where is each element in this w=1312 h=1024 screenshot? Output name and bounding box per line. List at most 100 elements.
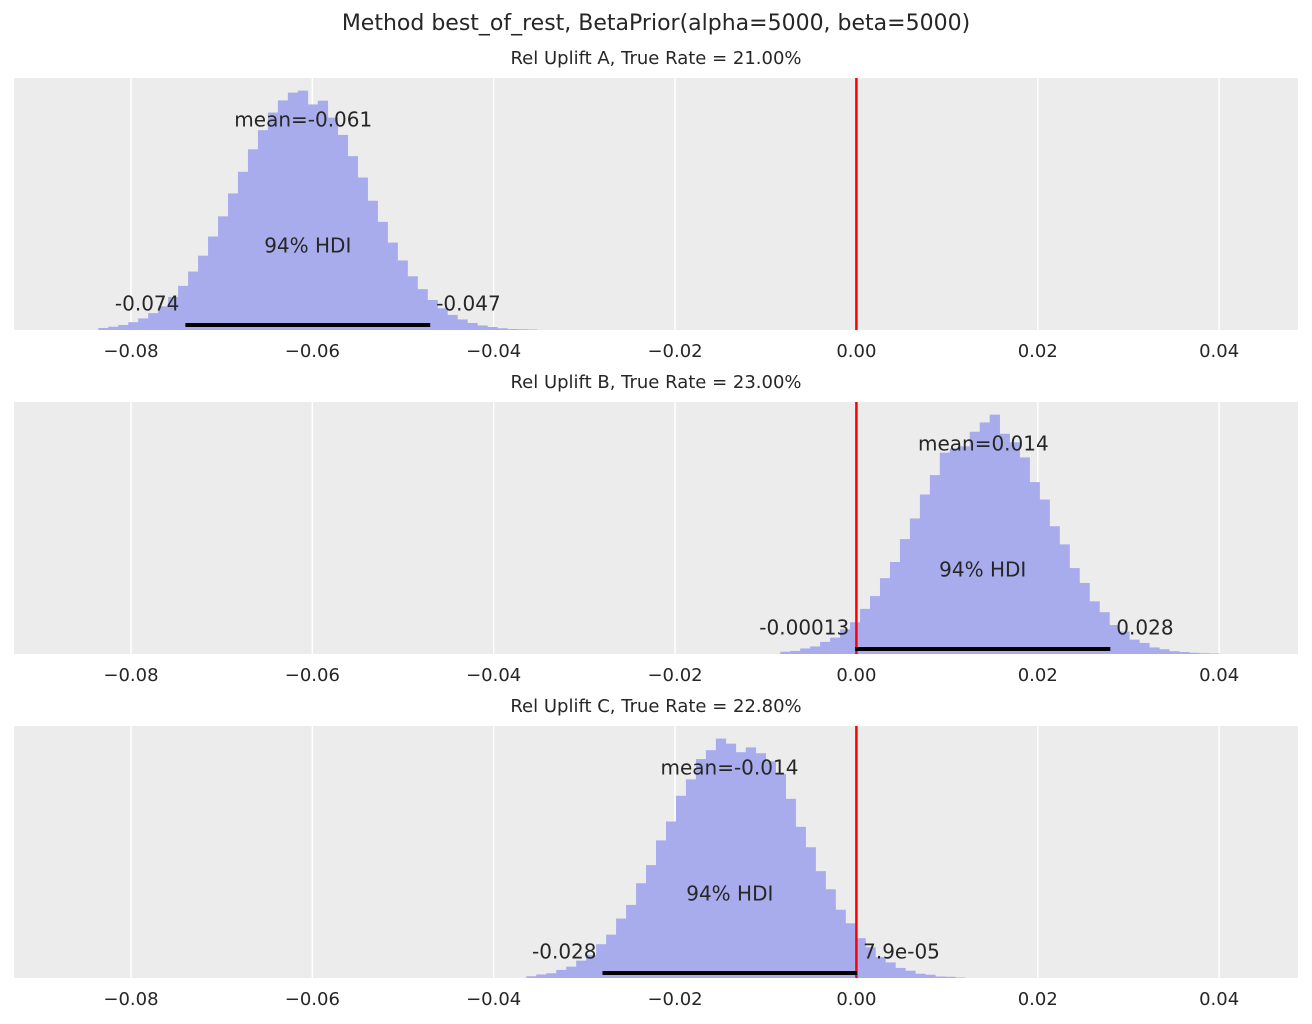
histogram-bar [1209, 653, 1220, 654]
histogram-bar [885, 962, 896, 978]
subplot-title: Rel Uplift B, True Rate = 23.00% [510, 372, 801, 393]
x-tick-label: −0.02 [647, 341, 702, 362]
histogram-bar [1199, 653, 1210, 654]
hdi-label: 94% HDI [264, 234, 351, 258]
histogram-bar [1109, 625, 1120, 654]
histogram-bar [949, 448, 961, 654]
mean-label: mean=-0.014 [660, 756, 798, 780]
histogram-bar [257, 130, 269, 330]
hdi-low-label: -0.074 [115, 292, 179, 316]
histogram-bar [656, 840, 667, 978]
histogram-bar [1159, 649, 1170, 654]
histogram-bar [905, 970, 916, 978]
histogram-bar [218, 216, 229, 330]
histogram-bar [1039, 499, 1050, 654]
histogram-bar [387, 242, 398, 330]
hdi-high-label: -0.047 [436, 292, 500, 316]
histogram-bar [1049, 526, 1060, 654]
x-tick-label: −0.08 [103, 989, 158, 1010]
histogram-bar [457, 319, 468, 330]
x-tick-label: 0.00 [836, 665, 876, 686]
x-tick-label: −0.04 [466, 665, 521, 686]
histogram-bar [128, 322, 139, 330]
histogram-bar [899, 539, 911, 654]
histogram-bar [915, 973, 926, 978]
histogram-bar [895, 967, 906, 978]
histogram-bar [108, 326, 119, 330]
histogram-bar [397, 260, 408, 330]
histogram-bar [546, 973, 557, 978]
histogram-bar [307, 104, 319, 331]
histogram-bar [467, 322, 478, 330]
histogram-bar [596, 944, 607, 978]
histogram-bar [959, 446, 971, 654]
histogram-bar [267, 112, 279, 330]
histogram-bar [840, 629, 851, 654]
histogram-bar [228, 193, 239, 330]
x-tick-label: −0.06 [285, 665, 340, 686]
histogram-bar [517, 329, 528, 330]
histogram-bar [1189, 652, 1200, 654]
histogram-bar [820, 641, 831, 654]
histogram-bar [247, 149, 259, 330]
histogram-bar [775, 773, 786, 978]
histogram-bar [780, 651, 791, 654]
histogram-bar [745, 747, 757, 978]
hdi-high-label: 7.9e-05 [863, 940, 940, 964]
histogram-bar [536, 974, 547, 978]
x-tick-label: −0.08 [103, 665, 158, 686]
histogram-bar [277, 100, 289, 330]
histogram-bar [237, 171, 249, 330]
histogram-bar [999, 433, 1010, 654]
histogram-bar [158, 306, 169, 330]
histogram-bar [825, 889, 836, 978]
histogram-bar [909, 518, 921, 654]
histogram-bar [1139, 642, 1150, 654]
histogram-bar [1089, 601, 1100, 654]
histogram-bar [427, 300, 438, 330]
histogram-bar [925, 974, 936, 978]
x-tick-label: −0.02 [647, 665, 702, 686]
histogram-bar [765, 761, 776, 978]
histogram-bar [835, 909, 846, 978]
histogram-bar [507, 328, 518, 330]
histogram-bar [487, 326, 498, 330]
histogram-bar [715, 738, 727, 978]
histogram-bar [566, 966, 577, 978]
hdi-high-label: 0.028 [1116, 616, 1173, 640]
histogram-bar [527, 329, 538, 330]
x-tick-label: 0.04 [1199, 341, 1239, 362]
histogram-bar [1099, 612, 1110, 654]
subplot-title: Rel Uplift A, True Rate = 21.00% [510, 48, 801, 69]
histogram-bar [939, 452, 951, 654]
histogram-bar [875, 957, 886, 978]
histogram-bar [337, 134, 348, 330]
histogram-bar [675, 795, 687, 978]
x-tick-label: 0.02 [1018, 341, 1058, 362]
histogram-bar [919, 494, 931, 654]
histogram-bar [1119, 631, 1130, 654]
histogram-bar [935, 976, 946, 978]
x-tick-label: −0.08 [103, 341, 158, 362]
histogram-bar [1169, 651, 1180, 654]
histogram-bar [830, 637, 841, 654]
histogram-bar [168, 296, 179, 330]
histogram-bar [477, 325, 488, 330]
histogram-bar [138, 318, 149, 330]
histogram-bar [969, 431, 981, 654]
histogram-bar [1149, 647, 1160, 654]
histogram-bar [735, 752, 747, 978]
histogram-bar [790, 650, 801, 654]
histogram-bar [178, 285, 189, 330]
histogram-bar [606, 934, 617, 978]
x-tick-label: 0.02 [1018, 665, 1058, 686]
histogram-bar [317, 100, 329, 331]
histogram-bar [327, 117, 339, 331]
histogram-bar [1129, 639, 1140, 654]
x-tick-label: 0.04 [1199, 665, 1239, 686]
x-tick-label: 0.02 [1018, 989, 1058, 1010]
mean-label: mean=-0.061 [234, 108, 372, 132]
hdi-low-label: -0.00013 [759, 616, 849, 640]
histogram-bar [805, 847, 816, 978]
